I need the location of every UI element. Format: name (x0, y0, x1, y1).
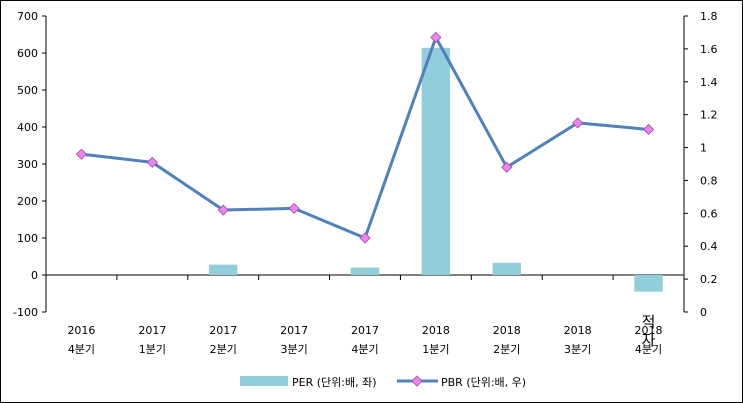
point-pbr (359, 232, 371, 244)
category-label-quarter: 2분기 (210, 343, 237, 356)
left-tick-label: -100 (13, 306, 38, 319)
point-pbr (75, 148, 88, 160)
left-tick-label: 200 (17, 195, 38, 208)
right-tick-label: 0.2 (700, 273, 718, 286)
left-tick-label: 0 (31, 269, 38, 282)
left-tick-label: 600 (17, 47, 38, 60)
left-tick-label: 100 (17, 232, 38, 245)
category-label-quarter: 1분기 (139, 343, 166, 356)
plot-area: -100 0 100 200 300 400 500 600 700 0 0.2 0.4 0.6 0.8 1… (13, 10, 717, 356)
point-pbr (642, 123, 655, 136)
category-label-year: 2017 (351, 324, 379, 337)
category-label-quarter: 4분기 (635, 343, 662, 356)
right-tick-label: 0.6 (700, 207, 718, 220)
legend-swatch-pbr-marker (411, 375, 423, 387)
category-label-quarter: 3분기 (280, 343, 307, 356)
category-label-year: 2018 (635, 324, 663, 337)
category-label-quarter: 4분기 (68, 343, 95, 356)
category-label-year: 2016 (67, 324, 95, 337)
right-tick-label: 0.8 (700, 174, 718, 187)
category-label-quarter: 1분기 (422, 343, 449, 356)
point-pbr (501, 161, 513, 173)
point-pbr (288, 202, 300, 214)
right-tick-label: 1.8 (700, 10, 718, 23)
category-label-year: 2018 (422, 324, 450, 337)
bar-per (492, 262, 521, 275)
bar-per (634, 275, 663, 292)
category-label-quarter: 2분기 (493, 343, 520, 356)
point-pbr (430, 31, 442, 43)
legend: PER (단위:배, 좌) PBR (단위:배, 우) (240, 375, 526, 389)
bar-per (209, 264, 238, 275)
category-label-quarter: 3분기 (564, 343, 591, 356)
legend-swatch-per (240, 376, 288, 386)
right-tick-label: 0 (700, 306, 707, 319)
point-pbr (217, 204, 229, 216)
right-tick-label: 1.4 (700, 76, 718, 89)
category-label-year: 2018 (564, 324, 592, 337)
left-tick-label: 500 (17, 84, 38, 97)
bar-per (421, 47, 451, 275)
point-pbr (146, 156, 158, 168)
right-tick-label: 0.4 (700, 240, 718, 253)
category-label-year: 2018 (493, 324, 521, 337)
right-tick-label: 1.6 (700, 43, 718, 56)
category-label-quarter: 4분기 (351, 343, 378, 356)
legend-label-per: PER (단위:배, 좌) (292, 376, 377, 389)
right-tick-label: 1 (700, 142, 707, 155)
left-tick-label: 400 (17, 121, 38, 134)
category-label-year: 2017 (138, 324, 166, 337)
category-label-year: 2017 (280, 324, 308, 337)
legend-label-pbr: PBR (단위:배, 우) (441, 376, 526, 389)
left-tick-label: 300 (17, 158, 38, 171)
bar-per (350, 267, 380, 275)
right-tick-label: 1.2 (700, 109, 718, 122)
left-tick-label: 700 (17, 10, 38, 23)
point-pbr (572, 117, 584, 129)
category-label-year: 2017 (209, 324, 237, 337)
